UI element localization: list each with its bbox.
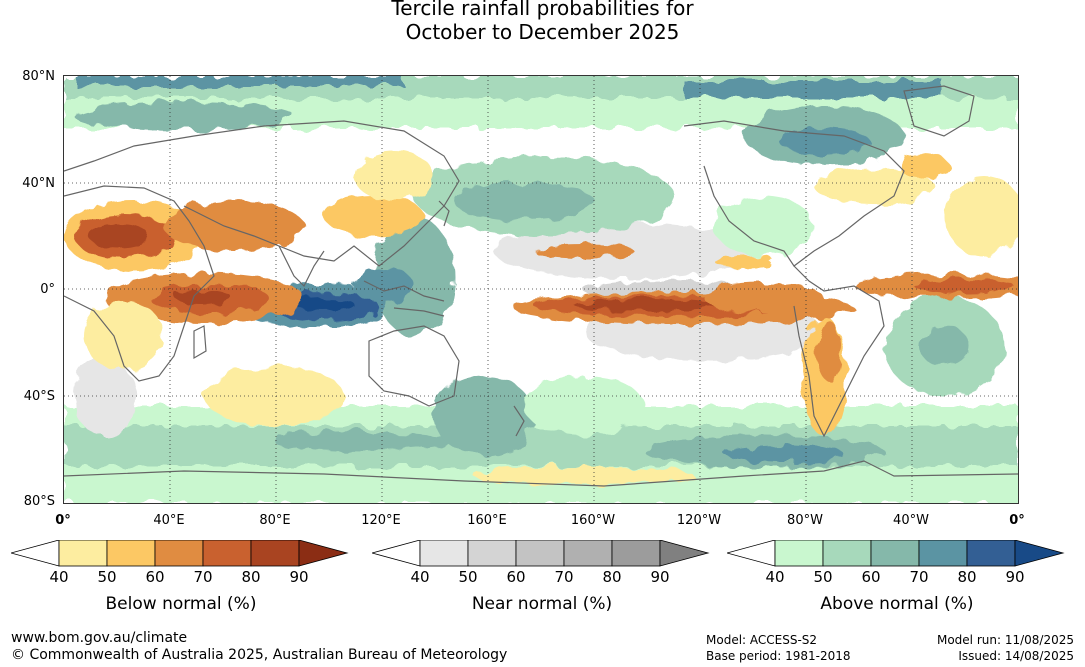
- legend-title-near: Near normal (%): [471, 594, 613, 614]
- colorbar-below-normal: [11, 540, 349, 567]
- legend-ticks-near: 40 50 60 70 80 90: [372, 568, 712, 586]
- colorbar-segment: [467, 540, 517, 567]
- map-canvas: [64, 76, 1018, 503]
- lon-label-40w: 40°W: [893, 513, 929, 528]
- legend-tick: 70: [193, 568, 213, 586]
- colorbar-low-extend: [727, 540, 776, 567]
- footer-source: www.bom.gov.au/climate © Commonwealth of…: [11, 630, 507, 664]
- lon-label-120w: 120°W: [676, 513, 722, 528]
- lon-label-0-east: 0°: [1009, 513, 1025, 528]
- lat-label-80s: 80°S: [23, 494, 55, 509]
- lon-label-80w: 80°W: [787, 513, 823, 528]
- lat-label-40n: 40°N: [22, 176, 55, 191]
- legend-tick: 80: [241, 568, 261, 586]
- colorbar-segment: [106, 540, 156, 567]
- colorbar-segment: [154, 540, 204, 567]
- legend-ticks-above: 40 50 60 70 80 90: [727, 568, 1067, 586]
- lon-label-160w: 160°W: [570, 513, 616, 528]
- legend-tick: 40: [49, 568, 69, 586]
- lon-label-120e: 120°E: [361, 513, 401, 528]
- colorbar-high-extend: [298, 540, 349, 567]
- colorbar-segment: [250, 540, 300, 567]
- legend-tick: 50: [97, 568, 117, 586]
- legend-tick: 70: [554, 568, 574, 586]
- probability-shading: [64, 76, 1018, 503]
- lat-label-40s: 40°S: [23, 389, 55, 404]
- colorbar-low-extend: [372, 540, 421, 567]
- lat-label-0: 0°: [40, 282, 55, 297]
- colorbar-segment: [611, 540, 661, 567]
- lon-label-40e: 40°E: [153, 513, 185, 528]
- legend-above-normal: 40 50 60 70 80 90: [727, 540, 1067, 586]
- colorbar-low-extend: [11, 540, 60, 567]
- colorbar-segment: [563, 540, 613, 567]
- colorbar-segment: [202, 540, 252, 567]
- title-line-1: Tercile rainfall probabilities for: [391, 0, 694, 20]
- map-title: Tercile rainfall probabilities for Octob…: [0, 0, 1085, 44]
- colorbar-segment: [870, 540, 920, 567]
- colorbar-near-normal: [372, 540, 710, 567]
- legend-tick: 40: [765, 568, 785, 586]
- colorbar-segment: [774, 540, 824, 567]
- legend-near-normal: 40 50 60 70 80 90: [372, 540, 712, 586]
- colorbar-segment: [515, 540, 565, 567]
- legend-tick: 70: [909, 568, 929, 586]
- lon-label-0-west: 0°: [55, 513, 71, 528]
- footer-model-run: Model run: 11/08/2025: [936, 633, 1074, 647]
- legend-tick: 50: [458, 568, 478, 586]
- colorbar-above-normal: [727, 540, 1065, 567]
- legend-ticks-below: 40 50 60 70 80 90: [11, 568, 351, 586]
- legend-below-normal: 40 50 60 70 80 90: [11, 540, 351, 586]
- title-line-2: October to December 2025: [405, 20, 680, 44]
- legend-tick: 60: [861, 568, 881, 586]
- footer-dates: Model run: 11/08/2025 Issued: 14/08/2025: [937, 632, 1074, 664]
- colorbar-high-extend: [659, 540, 710, 567]
- legend-tick: 50: [813, 568, 833, 586]
- colorbar-segment: [419, 540, 469, 567]
- colorbar-segment: [58, 540, 108, 567]
- footer-copyright: © Commonwealth of Australia 2025, Austra…: [11, 647, 508, 663]
- legend-title-above: Above normal (%): [820, 594, 974, 614]
- coastlines: [64, 85, 1018, 487]
- rainfall-probability-map: [63, 75, 1019, 504]
- legend-tick: 90: [1005, 568, 1025, 586]
- footer-base-period: Base period: 1981-2018: [706, 649, 851, 663]
- legend-title-below: Below normal (%): [105, 594, 257, 614]
- footer-url: www.bom.gov.au/climate: [11, 630, 188, 646]
- legend-tick: 40: [410, 568, 430, 586]
- legend-tick: 90: [650, 568, 670, 586]
- lat-label-80n: 80°N: [22, 69, 55, 84]
- footer-model-info: Model: ACCESS-S2 Base period: 1981-2018: [706, 632, 851, 664]
- colorbar-segment: [966, 540, 1016, 567]
- lon-label-80e: 80°E: [259, 513, 291, 528]
- lon-label-160e: 160°E: [467, 513, 507, 528]
- footer-model: Model: ACCESS-S2: [706, 633, 818, 647]
- footer-issued: Issued: 14/08/2025: [958, 649, 1074, 663]
- legend-tick: 80: [957, 568, 977, 586]
- colorbar-segment: [918, 540, 968, 567]
- colorbar-high-extend: [1014, 540, 1065, 567]
- legend-tick: 90: [289, 568, 309, 586]
- legend-tick: 60: [145, 568, 165, 586]
- legend-tick: 80: [602, 568, 622, 586]
- legend-tick: 60: [506, 568, 526, 586]
- colorbar-segment: [822, 540, 872, 567]
